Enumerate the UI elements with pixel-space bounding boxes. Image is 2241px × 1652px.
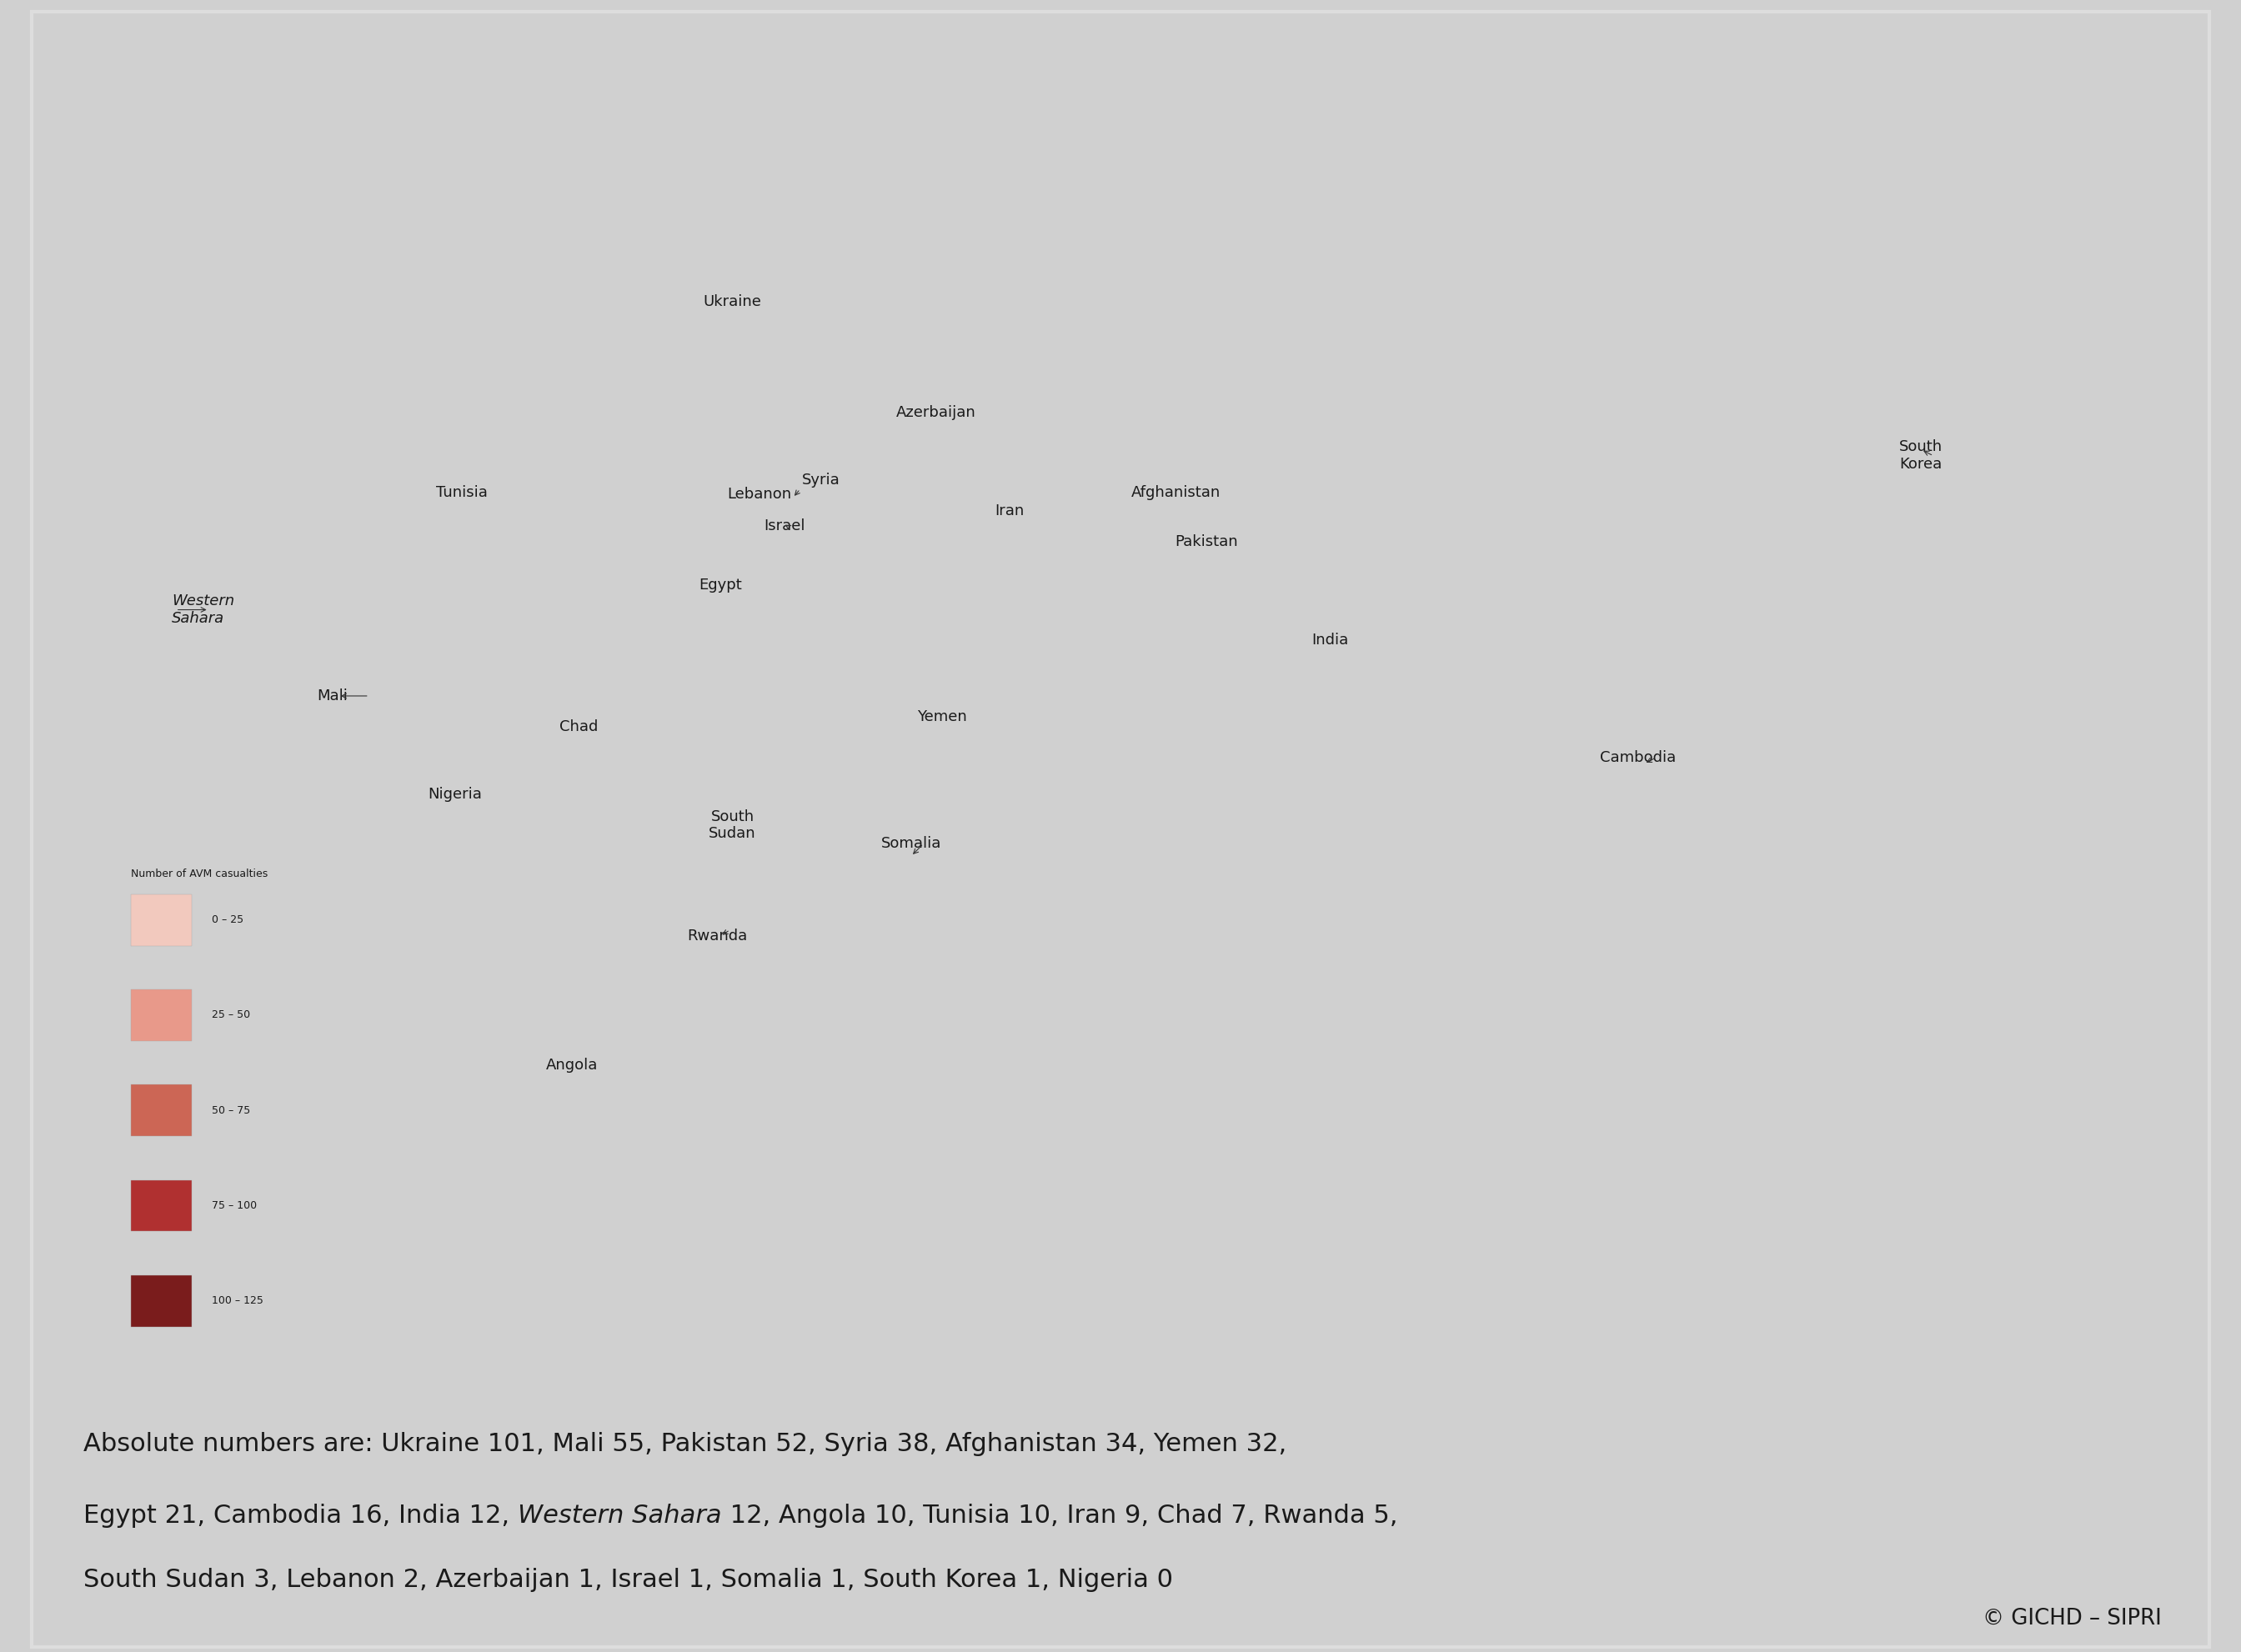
Text: Iran: Iran bbox=[995, 504, 1024, 519]
Text: South
Sudan: South Sudan bbox=[708, 809, 755, 841]
Text: 12, Angola 10, Tunisia 10, Iran 9, Chad 7, Rwanda 5,: 12, Angola 10, Tunisia 10, Iran 9, Chad … bbox=[722, 1503, 1398, 1528]
Text: South Sudan 3, Lebanon 2, Azerbaijan 1, Israel 1, Somalia 1, South Korea 1, Nige: South Sudan 3, Lebanon 2, Azerbaijan 1, … bbox=[83, 1568, 1174, 1593]
Text: South
Korea: South Korea bbox=[1900, 439, 1943, 472]
Text: Yemen: Yemen bbox=[917, 709, 966, 724]
Text: Israel: Israel bbox=[764, 519, 805, 534]
Text: Ukraine: Ukraine bbox=[704, 294, 762, 309]
Text: Lebanon: Lebanon bbox=[728, 486, 791, 502]
Text: Western
Sahara: Western Sahara bbox=[173, 593, 235, 626]
Text: Somalia: Somalia bbox=[881, 836, 941, 851]
Text: Egypt 21, Cambodia 16, India 12,: Egypt 21, Cambodia 16, India 12, bbox=[83, 1503, 518, 1528]
Text: Mali: Mali bbox=[316, 689, 347, 704]
Text: Azerbaijan: Azerbaijan bbox=[896, 405, 975, 420]
Text: Western Sahara: Western Sahara bbox=[518, 1503, 722, 1528]
Text: Cambodia: Cambodia bbox=[1600, 750, 1676, 765]
Text: Syria: Syria bbox=[802, 472, 840, 487]
Text: © GICHD – SIPRI: © GICHD – SIPRI bbox=[1983, 1607, 2163, 1629]
Text: Angola: Angola bbox=[547, 1057, 598, 1072]
Text: Egypt: Egypt bbox=[699, 578, 742, 593]
Text: India: India bbox=[1311, 633, 1349, 648]
Text: Absolute numbers are: Ukraine 101, Mali 55, Pakistan 52, Syria 38, Afghanistan 3: Absolute numbers are: Ukraine 101, Mali … bbox=[83, 1432, 1286, 1455]
Text: Chad: Chad bbox=[560, 719, 598, 733]
Text: Afghanistan: Afghanistan bbox=[1132, 486, 1221, 501]
Text: Pakistan: Pakistan bbox=[1174, 535, 1239, 550]
Text: Rwanda: Rwanda bbox=[688, 928, 748, 943]
Text: Nigeria: Nigeria bbox=[428, 786, 482, 801]
Text: Tunisia: Tunisia bbox=[435, 486, 486, 501]
